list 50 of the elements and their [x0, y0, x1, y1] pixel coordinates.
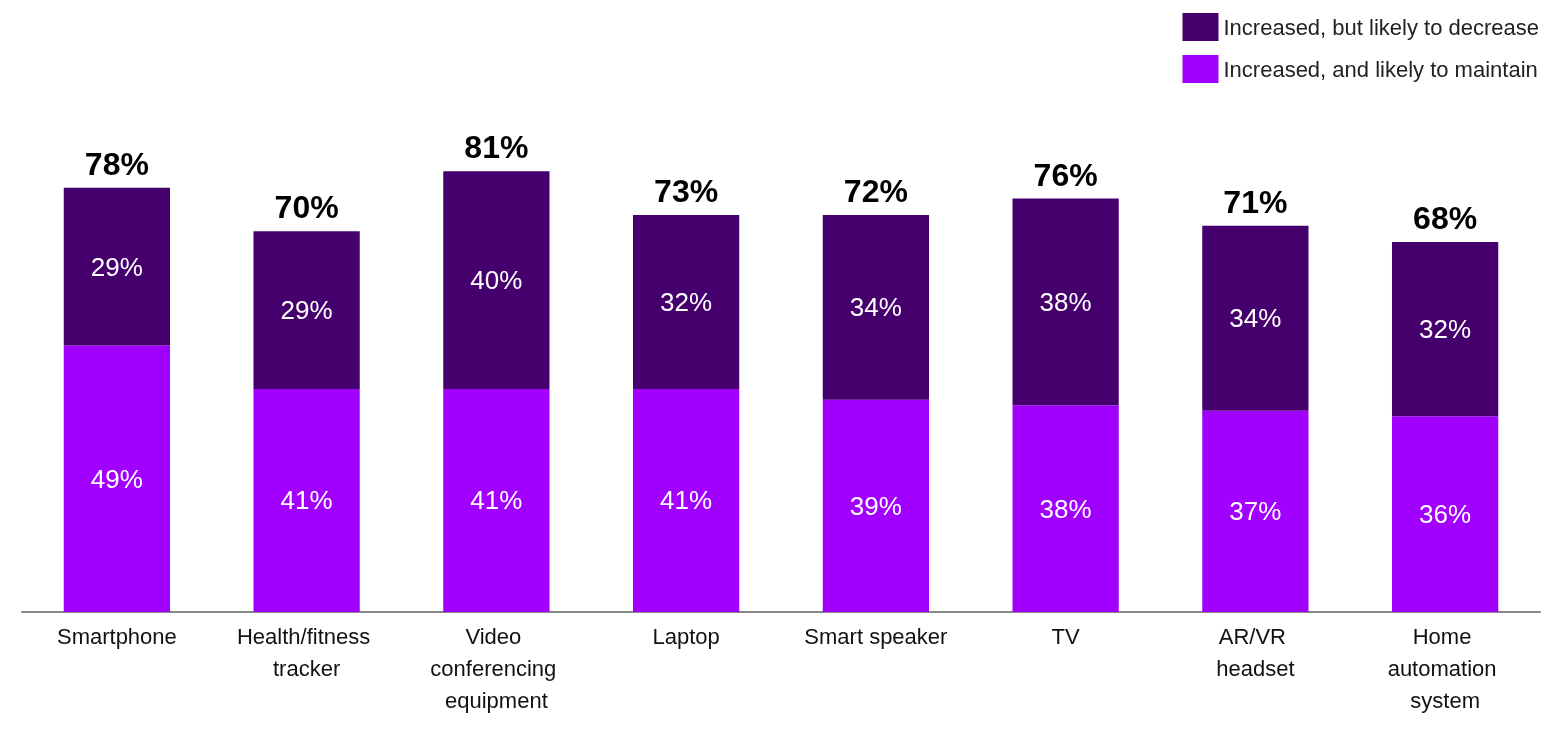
bar — [443, 388, 550, 612]
data-label: 32% — [1419, 314, 1472, 345]
total-label: 71% — [1223, 183, 1288, 220]
data-label: 49% — [90, 463, 143, 494]
x-tick-label: TV — [1051, 623, 1080, 649]
data-label: 41% — [660, 485, 713, 516]
data-label: 41% — [280, 485, 333, 516]
data-label: 37% — [1229, 496, 1282, 527]
x-tick-label: Laptop — [652, 623, 720, 649]
data-label: 38% — [1039, 286, 1092, 317]
bar — [1392, 416, 1499, 612]
data-label: 39% — [849, 490, 902, 521]
bar — [633, 214, 740, 389]
x-tick-label: Home automation system — [1387, 623, 1503, 713]
total-label: 72% — [843, 172, 908, 209]
data-label: 32% — [660, 286, 713, 317]
data-label: 36% — [1419, 499, 1472, 530]
bar — [1012, 198, 1119, 406]
bar — [443, 171, 550, 389]
x-tick-label: Health/fitness tracker — [236, 623, 377, 681]
bar — [822, 399, 930, 612]
total-label: 76% — [1033, 156, 1098, 193]
data-label: 40% — [470, 265, 523, 296]
bar — [253, 231, 360, 389]
bar — [1392, 242, 1499, 417]
legend-label: Increased, but likely to decrease — [1223, 14, 1540, 40]
data-label: 34% — [1229, 303, 1282, 334]
legend-label: Increased, and likely to maintain — [1223, 56, 1538, 82]
data-label: 34% — [849, 292, 902, 323]
bar — [63, 187, 171, 346]
x-tick-label: AR/VR headset — [1216, 623, 1295, 681]
bar — [253, 388, 360, 612]
total-label: 70% — [274, 189, 339, 226]
x-tick-label: Video conferencing equipment — [430, 623, 563, 713]
total-label: 78% — [84, 145, 149, 182]
bar — [822, 214, 930, 400]
bar — [1202, 225, 1309, 411]
x-tick-label: Smart speaker — [804, 623, 948, 649]
x-tick-label: Smartphone — [56, 623, 177, 649]
total-label: 81% — [464, 129, 529, 166]
bar — [63, 345, 171, 612]
bar — [633, 388, 740, 612]
data-label: 29% — [90, 251, 143, 282]
total-label: 73% — [654, 172, 719, 209]
bar — [1202, 410, 1309, 612]
data-label: 29% — [280, 295, 333, 326]
bar — [1012, 405, 1119, 612]
data-label: 38% — [1039, 493, 1092, 524]
data-label: 41% — [470, 485, 523, 516]
total-label: 68% — [1413, 200, 1478, 237]
